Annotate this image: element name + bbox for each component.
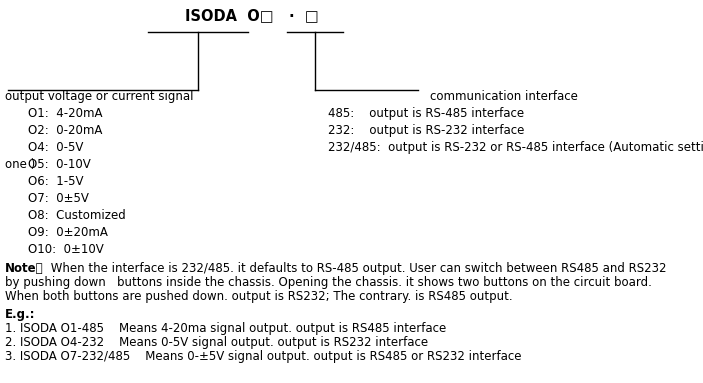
Text: O4:  0-5V: O4: 0-5V bbox=[28, 141, 84, 154]
Text: communication interface: communication interface bbox=[430, 90, 578, 103]
Text: O9:  0±20mA: O9: 0±20mA bbox=[28, 226, 108, 239]
Text: 232/485:  output is RS-232 or RS-485 interface (Automatic setting which: 232/485: output is RS-232 or RS-485 inte… bbox=[328, 141, 703, 154]
Text: 3. ISODA O7-232/485    Means 0-±5V signal output. output is RS485 or RS232 inter: 3. ISODA O7-232/485 Means 0-±5V signal o… bbox=[5, 350, 522, 363]
Text: output voltage or current signal: output voltage or current signal bbox=[5, 90, 193, 103]
Text: When both buttons are pushed down. output is RS232; The contrary. is RS485 outpu: When both buttons are pushed down. outpu… bbox=[5, 290, 512, 303]
Text: O7:  0±5V: O7: 0±5V bbox=[28, 192, 89, 205]
Text: 1. ISODA O1-485    Means 4-20ma signal output. output is RS485 interface: 1. ISODA O1-485 Means 4-20ma signal outp… bbox=[5, 322, 446, 335]
Text: O8:  Customized: O8: Customized bbox=[28, 209, 126, 222]
Text: E.g.:: E.g.: bbox=[5, 308, 35, 321]
Text: by pushing down   buttons inside the chassis. Opening the chassis. it shows two : by pushing down buttons inside the chass… bbox=[5, 276, 652, 289]
Text: O1:  4-20mA: O1: 4-20mA bbox=[28, 107, 103, 120]
Text: 485:    output is RS-485 interface: 485: output is RS-485 interface bbox=[328, 107, 524, 120]
Text: Note：: Note： bbox=[5, 262, 44, 275]
Text: ISODA  O□   ·  □: ISODA O□ · □ bbox=[185, 8, 318, 23]
Text: 2. ISODA O4-232    Means 0-5V signal output. output is RS232 interface: 2. ISODA O4-232 Means 0-5V signal output… bbox=[5, 336, 428, 349]
Text: 232:    output is RS-232 interface: 232: output is RS-232 interface bbox=[328, 124, 524, 137]
Text: O2:  0-20mA: O2: 0-20mA bbox=[28, 124, 103, 137]
Text: O5:  0-10V: O5: 0-10V bbox=[28, 158, 91, 171]
Text: When the interface is 232/485. it defaults to RS-485 output. User can switch bet: When the interface is 232/485. it defaul… bbox=[47, 262, 666, 275]
Text: O10:  0±10V: O10: 0±10V bbox=[28, 243, 104, 256]
Text: one ): one ) bbox=[5, 158, 35, 171]
Text: O6:  1-5V: O6: 1-5V bbox=[28, 175, 84, 188]
